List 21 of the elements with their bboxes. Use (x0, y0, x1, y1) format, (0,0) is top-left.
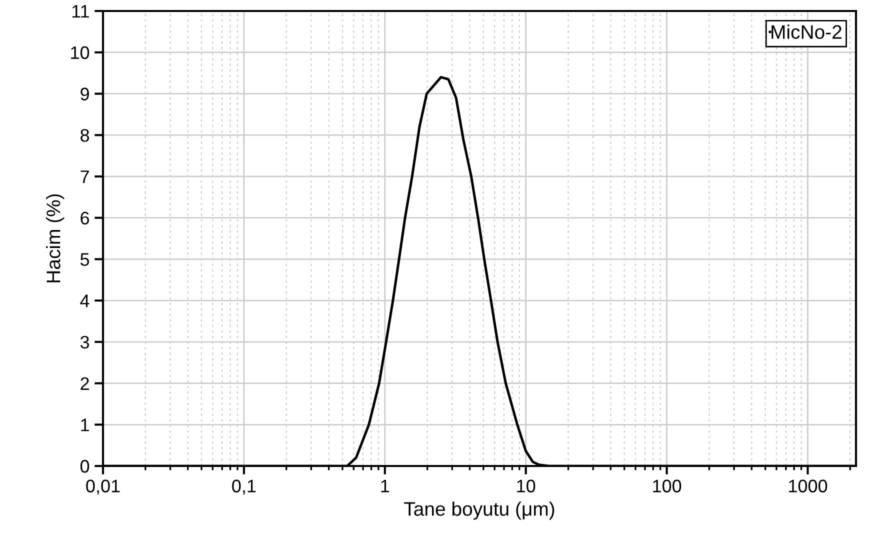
x-tick-label: 10 (517, 480, 536, 492)
y-tick-label: 11 (72, 5, 89, 18)
y-tick-label: 8 (80, 129, 90, 142)
y-tick-label: 3 (80, 336, 90, 349)
y-tick-label: 6 (80, 212, 90, 225)
y-tick-label: 0 (80, 460, 90, 473)
x-tick-label: 100 (653, 480, 682, 492)
y-tick-label: 5 (80, 253, 90, 266)
x-tick-label: 1000 (789, 480, 828, 492)
y-tick-label: 2 (80, 377, 89, 390)
y-tick-label: 7 (80, 170, 89, 183)
legend-label: MicNo-2 (772, 24, 842, 39)
y-tick-label: 1 (81, 418, 89, 432)
x-tick-label: 0,01 (86, 480, 120, 495)
y-tick-label: 10 (71, 46, 90, 60)
x-tick-label: 1 (381, 480, 390, 492)
x-tick-label: 0,1 (232, 480, 256, 495)
x-axis-title: Tane boyutu (μm) (404, 502, 554, 520)
y-tick-label: 9 (80, 88, 89, 100)
y-tick-label: 4 (80, 294, 90, 308)
y-axis-title: Hacim (%) (46, 194, 64, 282)
